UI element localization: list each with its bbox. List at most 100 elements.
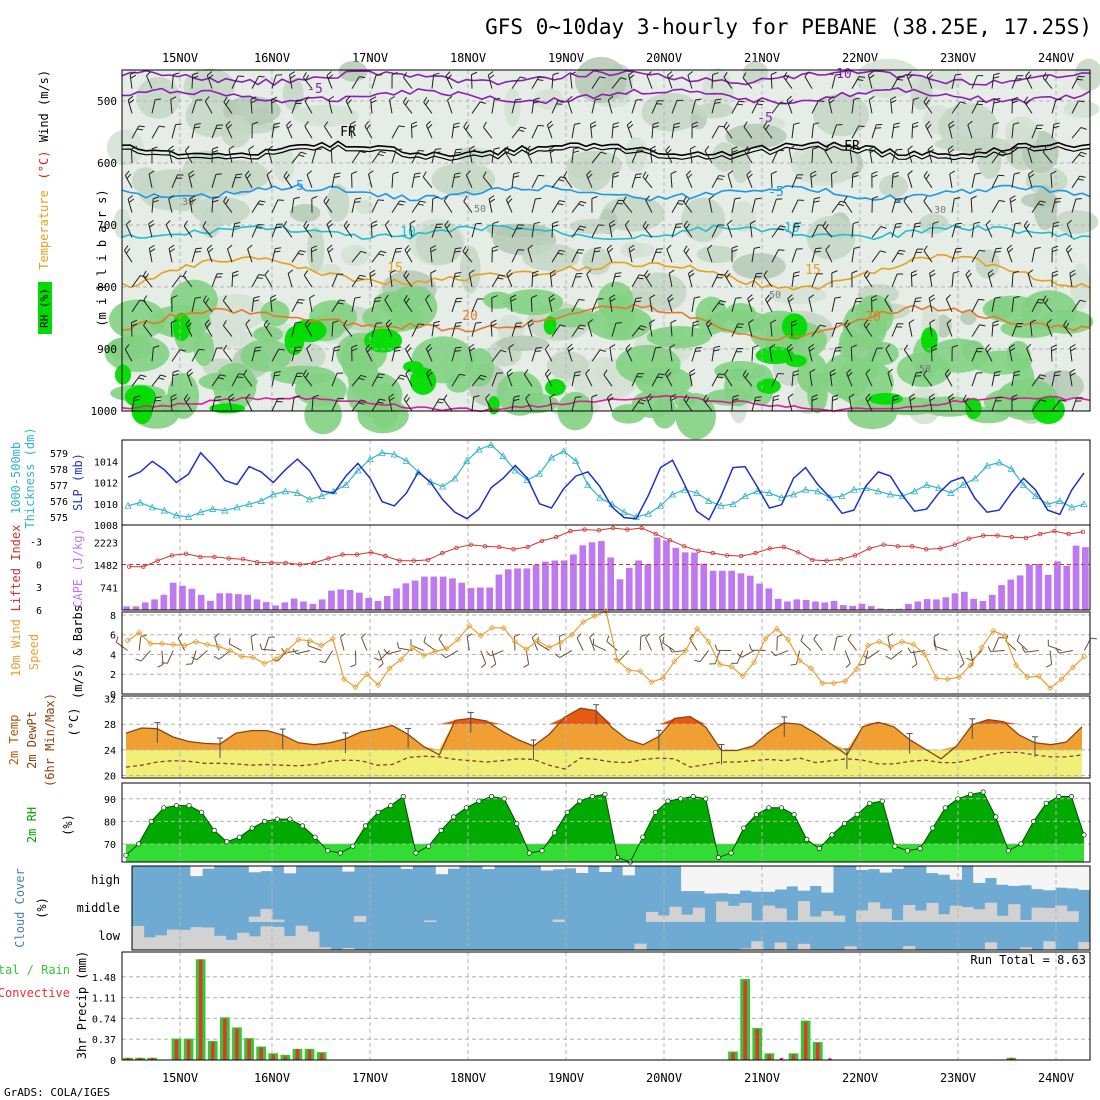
contour-label: 20 <box>865 310 881 325</box>
cloud-mid-cell <box>552 919 565 922</box>
cloud-row-label: low <box>98 929 120 943</box>
wind-barb-feather <box>1069 368 1076 373</box>
rh-blob <box>355 200 374 215</box>
wind-barb-feather <box>1046 664 1052 668</box>
wind-barb-feather <box>347 99 352 105</box>
wind-barb <box>706 248 713 263</box>
wind-barb <box>851 223 854 238</box>
wind-barb-feather <box>491 295 498 299</box>
wind-barb <box>786 100 793 114</box>
wind-barb <box>851 298 857 312</box>
wind-barb-feather <box>791 319 798 324</box>
ylabel-precip: 3hr Precip (mm) <box>75 951 89 1059</box>
wind-barb-feather <box>175 123 182 126</box>
point-marker-wind <box>170 641 177 648</box>
wind-barb-feather <box>1052 273 1059 277</box>
wind-barb <box>811 273 818 288</box>
wind-barb-feather <box>706 319 711 325</box>
point-marker-wind <box>807 665 815 672</box>
wind-barb <box>809 372 813 387</box>
wind-barb-feather <box>214 399 221 402</box>
wind-barb-feather <box>160 374 167 378</box>
wind-barb-feather <box>378 373 385 376</box>
cloud-mid-cell <box>681 914 694 922</box>
wind-barb-feather <box>559 200 566 203</box>
wind-barb-feather <box>869 145 876 150</box>
wind-barb <box>525 650 530 665</box>
wind-barb-feather <box>127 95 134 101</box>
wind-barb <box>591 349 601 362</box>
wind-barb-feather <box>1037 377 1045 380</box>
wind-barb <box>130 322 133 337</box>
wind-barb-feather <box>1066 219 1072 225</box>
point-marker-thickness <box>777 493 786 501</box>
wind-barb-feather <box>622 196 627 202</box>
wind-barb-feather <box>295 321 302 324</box>
wind-barb <box>291 397 295 412</box>
wind-barb-feather <box>824 145 830 152</box>
wind-barb <box>611 77 622 89</box>
wind-barb-feather <box>366 347 372 353</box>
wind-barb-feather <box>987 645 992 652</box>
wind-barb-feather <box>929 273 936 278</box>
wind-barb-feather <box>998 174 1005 177</box>
wind-barb-feather <box>779 225 786 228</box>
cloud-high-cell <box>1066 866 1079 889</box>
cloud-mid-cell <box>354 916 367 922</box>
wind-barb-feather <box>171 295 178 299</box>
wind-barb <box>831 298 836 312</box>
wind-barb-feather <box>172 373 179 377</box>
point-marker-thickness <box>257 497 265 504</box>
wind-barb <box>142 275 153 288</box>
wind-barb-feather <box>685 397 690 403</box>
wind-barb-feather <box>417 203 424 206</box>
wind-barb <box>403 77 413 89</box>
wind-barb-feather <box>718 302 725 306</box>
point-marker-thickness <box>983 461 991 469</box>
point-marker-rh <box>879 798 885 804</box>
wind-barb <box>569 74 573 89</box>
wind-barb <box>1027 273 1033 288</box>
wind-barb <box>763 126 773 139</box>
wind-barb <box>871 250 881 263</box>
contour-label: 15 <box>805 263 821 278</box>
wind-barb-feather <box>822 221 827 227</box>
point-marker-wind <box>238 653 245 660</box>
wind-barb <box>731 323 739 337</box>
wind-barb <box>788 149 793 164</box>
wind-barb-feather <box>185 319 191 325</box>
wind-barb-feather <box>438 633 443 640</box>
wind-barb <box>671 100 678 114</box>
wind-barb <box>544 348 553 362</box>
bar-cape <box>458 582 466 610</box>
point-marker-rh <box>337 850 343 856</box>
point-marker-wind <box>671 658 678 665</box>
point-marker-lifted <box>440 550 445 556</box>
wind-barb-feather <box>635 297 642 299</box>
wind-barb-feather <box>149 244 155 249</box>
wind-barb <box>130 148 133 164</box>
wind-barb <box>800 640 812 651</box>
wind-barb-feather <box>786 95 792 101</box>
wind-barb-feather <box>599 349 606 352</box>
cloud-high-cell <box>202 866 215 869</box>
wind-barb <box>742 374 753 387</box>
wind-barb <box>885 348 893 362</box>
dewpoint-band <box>126 749 1082 778</box>
wind-barb-feather <box>143 295 148 301</box>
wind-barb-feather <box>603 369 608 376</box>
point-marker-lifted <box>383 553 388 559</box>
wind-barb-feather <box>129 71 136 76</box>
wind-barb-feather <box>244 170 250 176</box>
rh-moist-blob <box>240 339 292 372</box>
cloud-mid-cell <box>1008 904 1021 922</box>
wind-barb-feather <box>468 343 475 349</box>
wind-barb <box>326 224 333 238</box>
wind-barb-feather <box>406 248 411 254</box>
wind-barb-feather <box>810 170 817 175</box>
wind-barb-feather <box>948 393 954 398</box>
wind-barb <box>991 175 999 189</box>
bar-cape <box>151 599 158 610</box>
wind-barb <box>291 299 300 313</box>
cloud-low-cell <box>984 942 998 950</box>
